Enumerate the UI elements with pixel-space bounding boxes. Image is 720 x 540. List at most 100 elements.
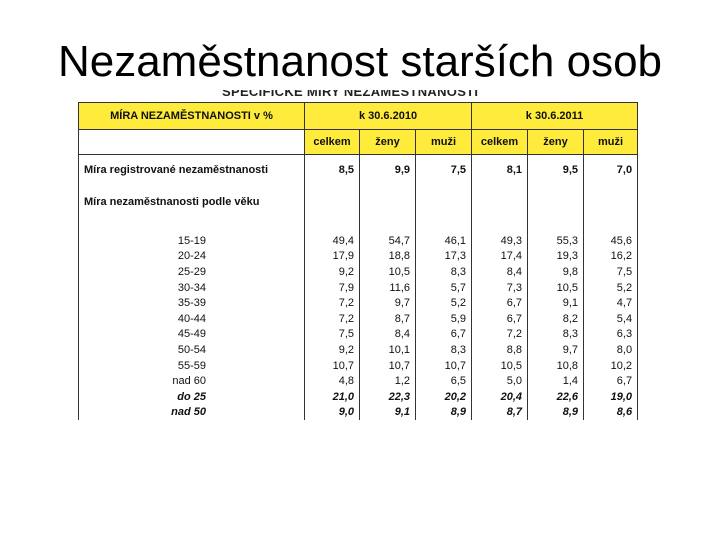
table-cell: 19,3 (527, 248, 585, 265)
summary-rows: do 25 21,0 22,3 20,2 20,4 22,6 19,0 nad 50 9,0 9,… (78, 388, 639, 421)
table-cell: 9,9 (359, 154, 416, 185)
table-cell: 6,7 (471, 310, 529, 327)
table-subheader-row: celkem ženy muži celkem ženy muži (78, 129, 639, 155)
table-cell: 22,6 (527, 388, 585, 405)
slide-title: Nezaměstnanost starších osob (57, 37, 663, 86)
table-row-spacer (78, 219, 639, 233)
table-cell: 8,4 (471, 264, 529, 280)
table-cell: 49,3 (471, 233, 529, 249)
section-label: Míra nezaměstnanosti podle věku (78, 185, 305, 219)
row-label: do 25 (78, 388, 305, 405)
row-label: 20-24 (78, 248, 305, 265)
table-cell: 21,0 (304, 388, 360, 405)
table-row-registered: Míra registrované nezaměstnanosti 8,5 9,… (78, 154, 639, 185)
table-cell: 7,5 (304, 326, 360, 343)
table-cell: 7,2 (471, 326, 529, 343)
table-cell: 8,4 (359, 326, 416, 343)
table-cell: 6,7 (471, 295, 529, 311)
table-cell: 10,5 (527, 279, 585, 296)
table-cell: 10,5 (471, 357, 529, 374)
table-cell: 8,9 (414, 404, 473, 421)
table-cell: 54,7 (359, 233, 416, 249)
table-cell: 8,6 (583, 404, 639, 421)
row-label: 30-34 (78, 279, 305, 296)
table-cell: 5,0 (471, 373, 529, 389)
table-cell: 4,7 (583, 295, 639, 311)
table-cell: 7,3 (471, 279, 529, 296)
subheader-zeny-2011: ženy (527, 129, 585, 155)
table-cell: 7,9 (304, 279, 360, 296)
table-cell: 9,2 (304, 342, 360, 358)
table-cell: 55,3 (527, 233, 585, 249)
table-cell: 10,8 (527, 357, 585, 374)
row-label: 15-19 (78, 233, 305, 249)
table-cell: 10,7 (414, 357, 473, 374)
table-cell: 10,5 (359, 264, 416, 280)
table-cell: 19,0 (583, 388, 639, 405)
table-cell: 10,7 (304, 357, 360, 374)
table-cell: 9,5 (527, 154, 585, 185)
table-row: 25-29 9,2 10,5 8,3 8,4 9,8 7,5 (78, 264, 639, 280)
table-cell: 8,7 (471, 404, 529, 421)
table-cell: 10,7 (359, 357, 416, 374)
subheader-celkem-2010: celkem (304, 129, 360, 155)
period-2011: k 30.6.2011 (471, 102, 639, 130)
table-cell: 45,6 (583, 233, 639, 249)
table-cell: 6,5 (414, 373, 473, 389)
row-label: Míra registrované nezaměstnanosti (78, 154, 305, 185)
row-label: 35-39 (78, 295, 305, 311)
table-cell: 8,7 (359, 310, 416, 327)
header-label: MÍRA NEZAMĚSTNANOSTI v % (78, 102, 305, 130)
table-cell: 7,2 (304, 295, 360, 311)
table-row: nad 60 4,8 1,2 6,5 5,0 1,4 6,7 (78, 373, 639, 389)
row-label: nad 50 (78, 404, 305, 421)
subheader-muzi-2010: muži (414, 129, 473, 155)
row-label: 50-54 (78, 342, 305, 358)
table-cell: 5,4 (583, 310, 639, 327)
row-label: 55-59 (78, 357, 305, 374)
table-row: nad 50 9,0 9,1 8,9 8,7 8,9 8,6 (78, 404, 639, 421)
table-cell: 6,3 (583, 326, 639, 343)
table-cell: 49,4 (304, 233, 360, 249)
table-cell: 22,3 (359, 388, 416, 405)
table-cell: 17,4 (471, 248, 529, 265)
table-cell: 7,5 (414, 154, 473, 185)
table-cell: 9,1 (359, 404, 416, 421)
table-row: 55-59 10,7 10,7 10,7 10,5 10,8 10,2 (78, 357, 639, 374)
period-2010: k 30.6.2010 (303, 102, 473, 130)
table-row: 50-54 9,2 10,1 8,3 8,8 9,7 8,0 (78, 342, 639, 358)
table-cell: 20,2 (414, 388, 473, 405)
table-row: 15-19 49,4 54,7 46,1 49,3 55,3 45,6 (78, 233, 639, 249)
table-cell: 9,7 (359, 295, 416, 311)
table-cell: 11,6 (359, 279, 416, 296)
table-cell: 8,1 (471, 154, 529, 185)
table-heading-cropped: SPECIFICKÉ MÍRY NEZAMĚSTNANOSTI (222, 90, 502, 103)
table-cell: 5,7 (414, 279, 473, 296)
table-cell: 18,8 (359, 248, 416, 265)
table-cell: 6,7 (414, 326, 473, 343)
table-cell: 8,3 (414, 264, 473, 280)
table-cell: 8,8 (471, 342, 529, 358)
table-cell: 8,9 (527, 404, 585, 421)
table-cell: 46,1 (414, 233, 473, 249)
table-cell: 17,9 (304, 248, 360, 265)
table-cell: 9,7 (527, 342, 585, 358)
table-cell: 17,3 (414, 248, 473, 265)
table-cell: 20,4 (471, 388, 529, 405)
table-cell: 8,0 (583, 342, 639, 358)
unemployment-table: MÍRA NEZAMĚSTNANOSTI v % k 30.6.2010 k 3… (78, 102, 639, 421)
subheader-blank (78, 129, 305, 155)
table-row: 45-49 7,5 8,4 6,7 7,2 8,3 6,3 (78, 326, 639, 343)
table-cell: 9,2 (304, 264, 360, 280)
table-cell: 16,2 (583, 248, 639, 265)
table-heading-text: SPECIFICKÉ MÍRY NEZAMĚSTNANOSTI (222, 90, 479, 99)
table-cell: 5,2 (414, 295, 473, 311)
table-row: do 25 21,0 22,3 20,2 20,4 22,6 19,0 (78, 388, 639, 405)
subheader-muzi-2011: muži (583, 129, 639, 155)
table-row-section: Míra nezaměstnanosti podle věku (78, 185, 639, 219)
table-cell: 8,3 (527, 326, 585, 343)
table-row: 20-24 17,9 18,8 17,3 17,4 19,3 16,2 (78, 248, 639, 265)
row-label: 25-29 (78, 264, 305, 280)
table-cell: 8,5 (304, 154, 360, 185)
table-row: 35-39 7,2 9,7 5,2 6,7 9,1 4,7 (78, 295, 639, 311)
